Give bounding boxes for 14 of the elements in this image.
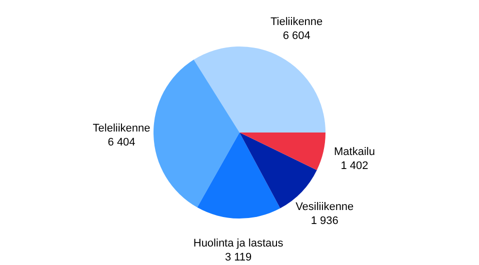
data-label: 6 404 [108, 136, 136, 148]
pie-slice [194, 46, 326, 132]
slice-label: Teleliikenne [92, 122, 150, 134]
pie-slice [240, 132, 326, 170]
data-label: 1 936 [310, 215, 338, 228]
slice-label: Tieliikenne [270, 16, 323, 28]
slice-label: Huolinta ja lastaus [193, 237, 284, 250]
pie-slice [154, 60, 240, 208]
slice-label: Matkailu [334, 146, 375, 158]
data-label: 6 604 [282, 30, 310, 42]
data-label: 1 402 [340, 160, 368, 172]
slice-label: Vesiliikenne [296, 201, 354, 214]
pie-slice [197, 132, 280, 218]
data-label: 3 119 [224, 251, 252, 264]
